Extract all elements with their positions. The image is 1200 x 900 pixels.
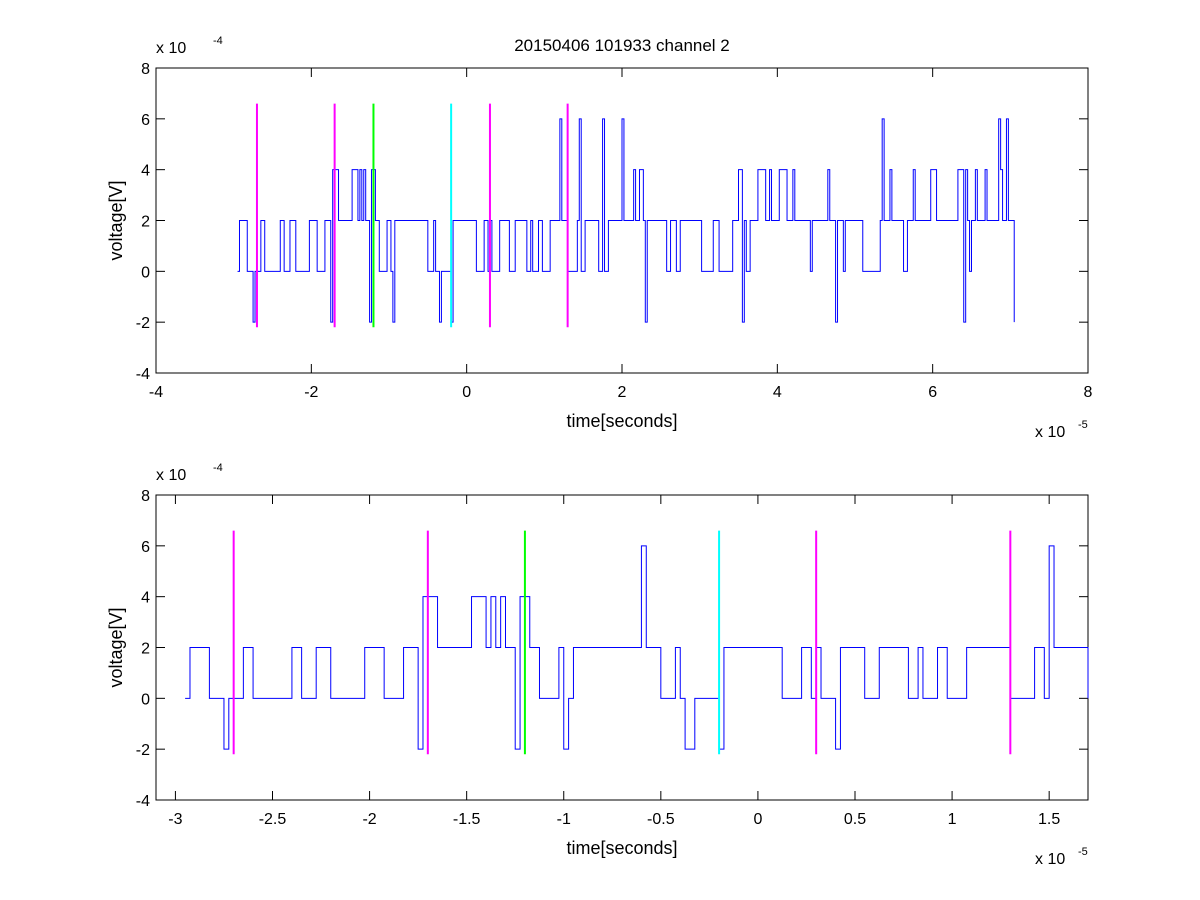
y-axis-label: voltage[V] [106,180,126,260]
y-tick-label: -2 [136,742,150,759]
y-tick-label: -2 [136,315,150,332]
y-multiplier-exponent: -4 [213,462,223,474]
bottom-plot: -3 -2.5 -2 -1.5 -1 -0.5 0 0.5 1 1.5 -4 -2 0 2 4 6 8 x 10 -… [106,462,1089,868]
y-tick-label: -4 [136,793,150,810]
x-tick-label: 6 [928,384,937,401]
y-tick-label: 6 [141,539,150,556]
x-tick-label: 1 [948,811,957,828]
x-multiplier: x 10 [1035,851,1065,868]
x-tick-label: -3 [168,811,182,828]
y-tick-label: 8 [141,488,150,505]
x-tick-label: 4 [773,384,782,401]
y-multiplier: x 10 [156,467,186,484]
x-tick-label: -1.5 [453,811,481,828]
x-axis-label: time[seconds] [566,411,677,431]
x-tick-label: -4 [149,384,163,401]
y-tick-label: 4 [141,163,150,180]
x-tick-label: 0.5 [844,811,866,828]
x-tick-label: -0.5 [647,811,675,828]
chart-title: 20150406 101933 channel 2 [514,36,730,55]
y-tick-label: -4 [136,366,150,383]
y-tick-label: 2 [141,641,150,658]
x-axis-label: time[seconds] [566,838,677,858]
y-multiplier: x 10 [156,40,186,57]
x-multiplier: x 10 [1035,424,1065,441]
x-multiplier-exponent: -5 [1078,419,1088,431]
x-tick-label: -1 [557,811,571,828]
x-tick-label: 2 [618,384,627,401]
x-tick-label: 8 [1084,384,1093,401]
y-tick-label: 2 [141,214,150,231]
top-plot: -4 -2 0 2 4 6 8 -4 -2 0 2 4 6 8 x 10 -4 x 10 -5 time[secon… [106,35,1093,441]
x-tick-label: 0 [462,384,471,401]
y-axis-label: voltage[V] [106,607,126,687]
y-multiplier-exponent: -4 [213,35,223,47]
y-tick-label: 4 [141,590,150,607]
x-tick-label: 1.5 [1038,811,1060,828]
x-tick-label: -2 [304,384,318,401]
y-tick-label: 0 [141,264,150,281]
x-tick-label: 0 [753,811,762,828]
signal-line [237,118,1015,323]
y-tick-label: 6 [141,112,150,129]
signal-line [185,545,1089,750]
x-tick-label: -2.5 [259,811,287,828]
x-multiplier-exponent: -5 [1078,846,1088,858]
y-tick-label: 0 [141,691,150,708]
y-tick-label: 8 [141,61,150,78]
x-tick-label: -2 [362,811,376,828]
